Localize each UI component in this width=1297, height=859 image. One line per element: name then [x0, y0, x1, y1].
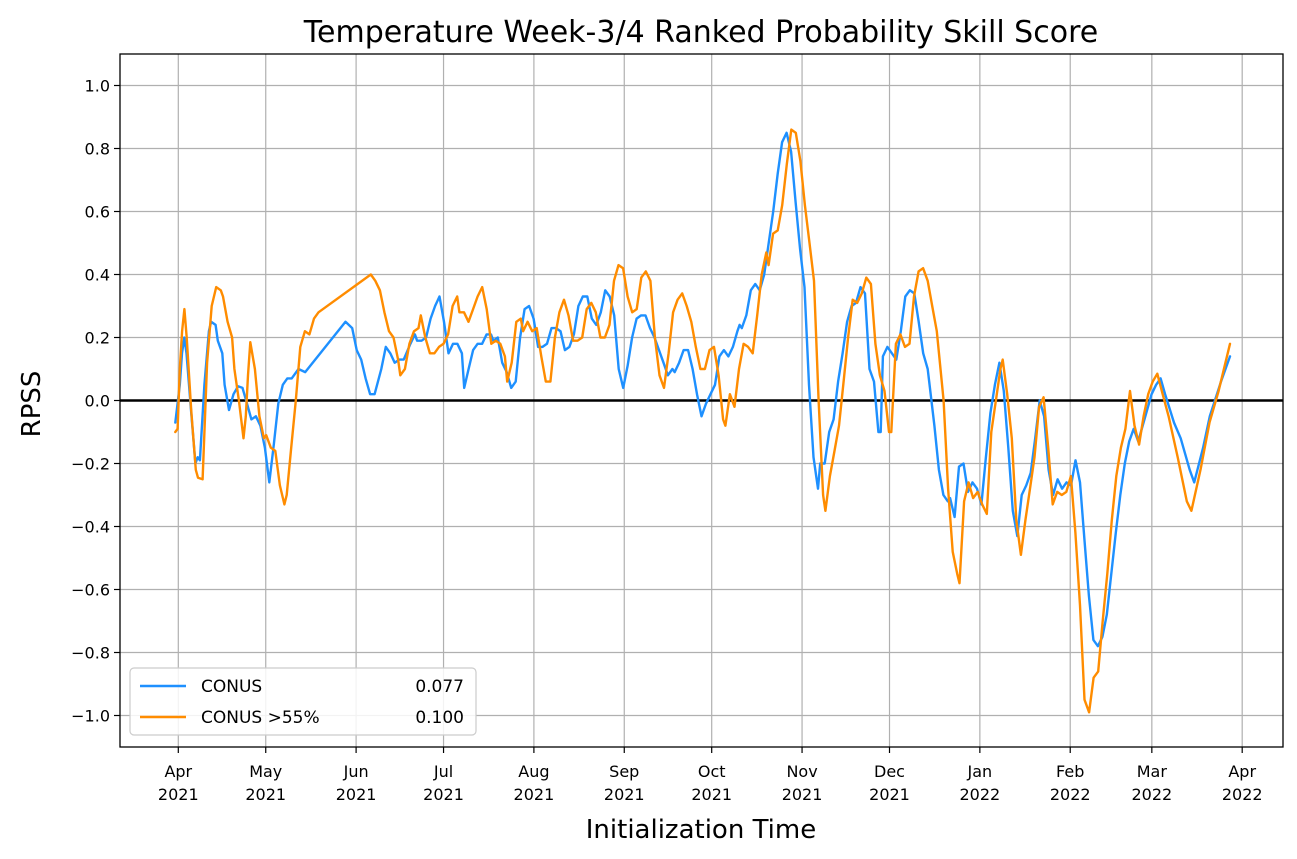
y-tick-label: −0.4 — [71, 518, 110, 537]
x-tick-year: 2021 — [514, 785, 555, 804]
y-tick-label: −0.6 — [71, 581, 110, 600]
legend-label-conus-55: CONUS >55% — [201, 708, 320, 728]
x-tick-year: 2022 — [1131, 785, 1172, 804]
x-tick-year: 2021 — [691, 785, 732, 804]
x-tick-year: 2021 — [782, 785, 823, 804]
legend-value-conus: 0.077 — [415, 677, 464, 697]
x-tick-year: 2021 — [158, 785, 199, 804]
x-tick-year: 2021 — [245, 785, 286, 804]
x-tick-month: May — [249, 762, 282, 781]
y-tick-label: −1.0 — [71, 707, 110, 726]
y-tick-label: 0.4 — [85, 266, 110, 285]
x-tick-month: Mar — [1137, 762, 1168, 781]
x-tick-month: Nov — [786, 762, 817, 781]
x-tick-year: 2021 — [604, 785, 645, 804]
legend-box — [129, 667, 477, 736]
y-tick-label: 0.0 — [85, 392, 110, 411]
x-tick-year: 2022 — [960, 785, 1001, 804]
legend: CONUS 0.077 CONUS >55% 0.100 — [129, 667, 477, 736]
y-tick-label: −0.2 — [71, 455, 110, 474]
series-lines — [174, 128, 1232, 714]
x-tick-month: Oct — [698, 762, 726, 781]
x-tick-month: Jun — [343, 762, 369, 781]
x-tick-month: Jan — [967, 762, 993, 781]
x-tick-month: Dec — [874, 762, 905, 781]
x-tick-month: Aug — [518, 762, 549, 781]
x-tick-month: Sep — [609, 762, 639, 781]
series-line-conus-55 — [174, 128, 1232, 714]
y-tick-label: 0.6 — [85, 203, 110, 222]
y-tick-label: 0.8 — [85, 140, 110, 159]
x-axis-label: Initialization Time — [586, 815, 816, 845]
y-tick-label: −0.8 — [71, 644, 110, 663]
series-line-conus — [174, 131, 1232, 648]
chart-title: Temperature Week-3/4 Ranked Probability … — [303, 15, 1098, 50]
x-tick-year: 2022 — [1222, 785, 1263, 804]
x-axis-ticks: Apr 2021 May 2021 Jun 2021 Jul 2021 Aug 2021 Sep 20… — [158, 747, 1263, 804]
x-tick-month: Feb — [1056, 762, 1084, 781]
x-tick-year: 2021 — [869, 785, 910, 804]
legend-value-conus-55: 0.100 — [415, 708, 464, 728]
y-tick-label: 1.0 — [85, 77, 110, 96]
y-tick-label: 0.2 — [85, 329, 110, 348]
y-axis-ticks: 1.0 0.8 0.6 0.4 0.2 0.0 −0.2 −0.4 −0.6 −0.8 −1.0 — [71, 77, 120, 726]
legend-label-conus: CONUS — [201, 677, 262, 697]
x-tick-month: Apr — [164, 762, 192, 781]
x-tick-year: 2021 — [423, 785, 464, 804]
y-axis-label: RPSS — [17, 371, 47, 438]
x-tick-year: 2021 — [336, 785, 377, 804]
x-tick-month: Apr — [1228, 762, 1256, 781]
x-tick-month: Jul — [433, 762, 453, 781]
x-tick-year: 2022 — [1050, 785, 1091, 804]
